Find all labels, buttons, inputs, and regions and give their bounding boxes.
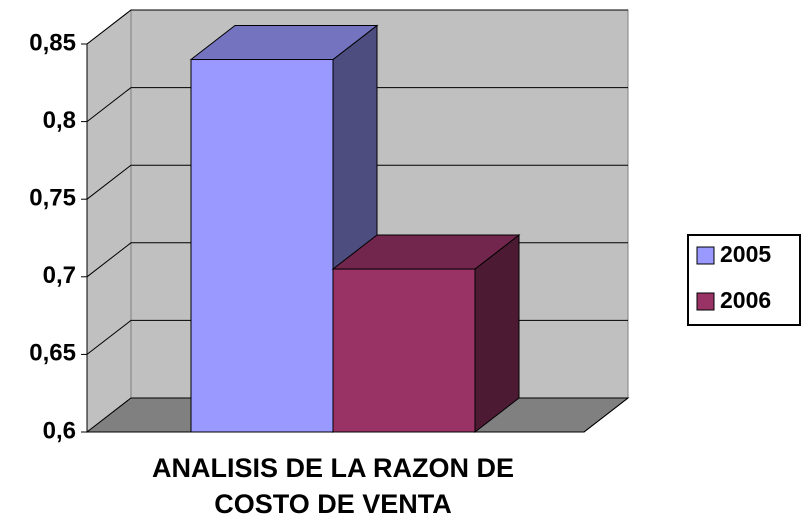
x-category-label: ANALISIS DE LA RAZON DE COSTO DE VENTA [151,453,514,519]
bar [190,59,334,433]
bar-side [474,234,520,434]
legend-swatch [696,246,715,265]
legend-label: 2006 [720,287,771,313]
grid-line [86,87,628,122]
y-tick-label: 0,75 [29,185,76,212]
legend-label: 2005 [720,241,771,267]
grid-line [86,164,628,200]
y-tick-label: 0,85 [29,29,76,56]
y-tick-label: 0,6 [43,417,76,444]
y-tick-label: 0,8 [43,107,76,134]
bar [332,268,476,433]
y-tick-label: 0,65 [29,340,76,367]
side-wall [86,8,132,434]
y-tick-label: 0,7 [43,262,76,289]
grid-line [86,9,628,45]
legend-swatch [696,292,715,311]
